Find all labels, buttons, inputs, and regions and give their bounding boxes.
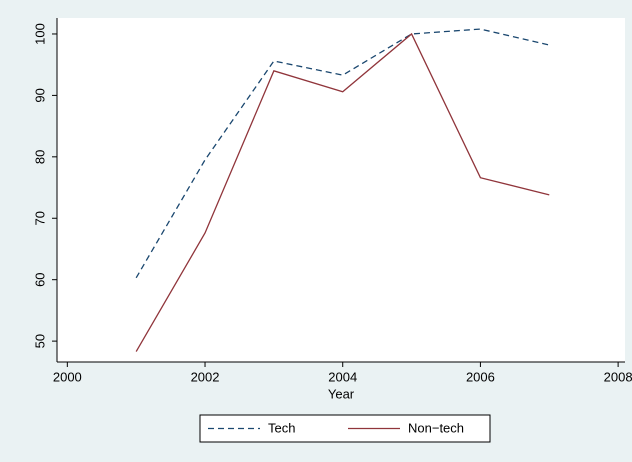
y-tick-label: 70 <box>32 211 47 225</box>
x-tick-label: 2008 <box>604 369 632 384</box>
x-tick-label: 2006 <box>466 369 495 384</box>
x-tick-label: 2004 <box>328 369 357 384</box>
y-tick-label: 80 <box>32 150 47 164</box>
y-tick-label: 50 <box>32 334 47 348</box>
x-tick-label: 2000 <box>53 369 82 384</box>
x-axis-label: Year <box>328 386 355 401</box>
series-line <box>135 32 550 352</box>
legend-label: Tech <box>268 420 295 435</box>
plot-area <box>57 18 625 362</box>
x-tick-label: 2002 <box>191 369 220 384</box>
y-tick-label: 100 <box>32 23 47 45</box>
y-tick-label: 60 <box>32 272 47 286</box>
y-tick-label: 90 <box>32 88 47 102</box>
legend-label: Non−tech <box>408 420 464 435</box>
